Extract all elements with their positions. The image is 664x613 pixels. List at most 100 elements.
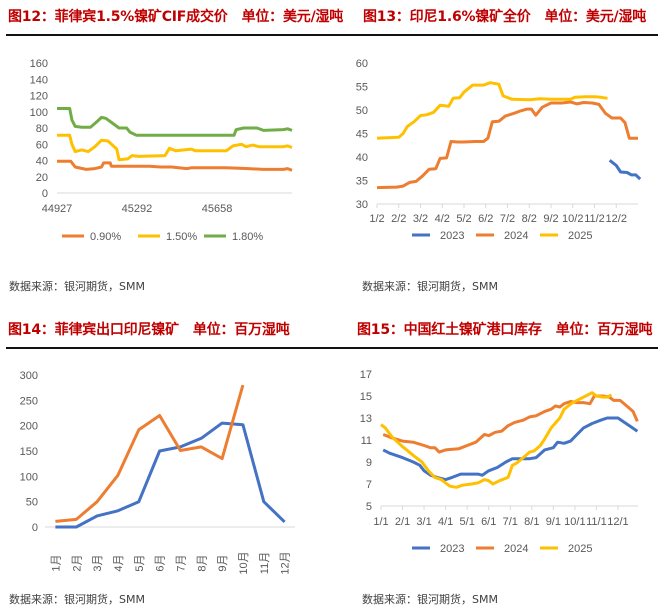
y-tick-label: 200 [20, 421, 38, 433]
y-tick-label: 120 [30, 91, 48, 103]
x-tick-label: 7月 [175, 554, 187, 571]
x-tick-label: 11月 [259, 552, 271, 574]
series-line-2023 [382, 416, 639, 482]
series-line-150 [57, 133, 293, 162]
x-tick-label: 6月 [155, 554, 167, 571]
series-line-2023 [608, 159, 642, 181]
x-tick-label: 3/1 [416, 516, 431, 528]
x-tick-label: 2/1 [395, 516, 410, 528]
x-tick-label: 9/1 [546, 516, 561, 528]
y-tick-label: 80 [36, 123, 48, 135]
y-tick-label: 9 [366, 457, 372, 469]
x-tick-label: 9/2 [543, 213, 558, 225]
legend-label: 1.50% [166, 231, 197, 243]
source-note-fig13: 数据来源：银河期货，SMM [362, 280, 498, 293]
y-tick-label: 40 [356, 152, 368, 164]
y-tick-label: 50 [26, 497, 38, 509]
series-line-2024 [382, 394, 639, 454]
y-tick-label: 60 [36, 139, 48, 151]
legend-label: 2023 [440, 230, 464, 242]
chart-1: 0 20 40 60 80 100 120 140 160 44927 45292 45658 0.90… [30, 58, 293, 243]
series-line-1 [55, 421, 286, 529]
legend-label: 2024 [504, 230, 528, 242]
y-tick-label: 30 [356, 199, 368, 211]
chart-2: 30 35 40 45 50 55 60 1/2 2/2 3/2 4/2 5/2 6/2 7/2 8/2 9/… [356, 58, 642, 242]
y-tick-label: 7 [366, 479, 372, 491]
x-tick-label: 4/2 [435, 213, 450, 225]
x-tick-label: 44927 [42, 203, 73, 215]
x-tick-label: 10月 [238, 551, 250, 574]
y-tick-label: 150 [20, 446, 38, 458]
y-tick-label: 5 [366, 501, 372, 513]
legend-label: 2025 [568, 543, 592, 555]
series-line-090 [57, 159, 293, 172]
y-tick-label: 11 [361, 435, 372, 447]
x-tick-label: 1/1 [373, 516, 388, 528]
y-tick-label: 0 [42, 188, 48, 200]
x-tick-label: 8/1 [524, 516, 539, 528]
bottom-divider [6, 347, 658, 349]
y-tick-label: 0 [32, 522, 38, 534]
legend-label: 2024 [504, 543, 528, 555]
y-tick-label: 60 [356, 58, 368, 70]
x-tick-label: 7/2 [500, 213, 515, 225]
x-tick-label: 12/2 [606, 213, 627, 225]
series-line-2025 [376, 81, 608, 140]
x-tick-label: 10/2 [562, 213, 583, 225]
x-tick-label: 2月 [71, 554, 83, 571]
x-tick-label: 8/2 [522, 213, 537, 225]
x-tick-label: 1月 [50, 554, 62, 571]
x-tick-label: 5月 [134, 554, 146, 571]
y-tick-label: 45 [356, 129, 368, 141]
x-tick-label: 9月 [217, 554, 229, 571]
y-tick-label: 17 [360, 369, 372, 381]
source-note-fig14: 数据来源：银河期货，SMM [9, 593, 145, 606]
source-note-fig12: 数据来源：银河期货，SMM [9, 280, 145, 293]
y-tick-label: 20 [36, 172, 48, 184]
figure-12-title: 图12：菲律宾1.5%镍矿CIF成交价 单位：美元/湿吨 [8, 9, 344, 25]
x-tick-label: 3月 [92, 554, 104, 571]
y-tick-label: 100 [20, 471, 38, 483]
series-line-2 [55, 384, 245, 523]
x-tick-label: 3/2 [413, 213, 428, 225]
chart-3: 0 50 100 150 200 250 300 1月 2月 3月 4月 5月 6月 7月 8月 9月 10月 1… [20, 370, 295, 575]
chart-4: 5 7 9 11 13 15 17 1/1 2/1 3/1 4/1 5/1 6/1 7/1 8/1 9/1 10… [360, 369, 639, 555]
x-tick-label: 8月 [196, 554, 208, 571]
x-tick-label: 7/1 [503, 516, 518, 528]
x-tick-label: 12/1 [607, 516, 628, 528]
x-tick-label: 4月 [113, 554, 125, 571]
series-line-2025 [380, 391, 613, 489]
source-note-fig15: 数据来源：银河期货，SMM [362, 593, 498, 606]
legend-label: 2023 [440, 543, 464, 555]
figure-13-title: 图13：印尼1.6%镍矿全价 单位：美元/湿吨 [363, 9, 647, 25]
x-tick-label: 10/1 [564, 516, 585, 528]
x-tick-label: 1/2 [369, 213, 384, 225]
y-tick-label: 100 [30, 107, 48, 119]
x-tick-label: 11/1 [586, 516, 607, 528]
x-tick-label: 6/2 [478, 213, 493, 225]
legend-label: 1.80% [232, 231, 263, 243]
x-tick-label: 11/2 [584, 213, 605, 225]
y-tick-label: 160 [30, 58, 48, 70]
x-tick-label: 45658 [202, 203, 233, 215]
y-tick-label: 140 [30, 74, 48, 86]
y-tick-label: 35 [356, 176, 368, 188]
figure-15-title: 图15：中国红土镍矿港口库存 单位：百万湿吨 [357, 322, 653, 338]
series-line-2024 [376, 100, 638, 190]
figure-14-title: 图14：菲律宾出口印尼镍矿 单位：百万湿吨 [8, 322, 290, 338]
x-tick-label: 5/1 [460, 516, 475, 528]
x-tick-label: 4/1 [438, 516, 453, 528]
x-tick-label: 2/2 [391, 213, 406, 225]
y-tick-label: 13 [360, 413, 372, 425]
x-tick-label: 6/1 [481, 516, 496, 528]
x-tick-label: 45292 [122, 203, 153, 215]
y-tick-label: 15 [360, 391, 372, 403]
y-tick-label: 300 [20, 370, 38, 382]
y-tick-label: 50 [356, 105, 368, 117]
x-tick-label: 5/2 [456, 213, 471, 225]
series-line-180 [57, 107, 293, 137]
legend-label: 2025 [568, 230, 592, 242]
legend-label: 0.90% [90, 231, 121, 243]
y-tick-label: 250 [20, 395, 38, 407]
